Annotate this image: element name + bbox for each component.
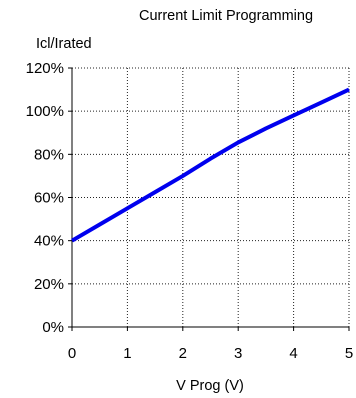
y-tick-label: 120% (26, 60, 64, 77)
y-tick-label: 60% (34, 190, 64, 207)
chart-title: Current Limit Programming (139, 8, 313, 24)
y-axis-title: Icl/Irated (36, 36, 92, 52)
x-axis-title: V Prog (V) (176, 378, 244, 394)
tick-labels: 0% 20% 40% 60% 80% 100% 120% 0 1 2 3 4 5 (26, 60, 354, 362)
y-tick-label: 40% (34, 233, 64, 250)
x-tick-label: 1 (123, 345, 131, 362)
y-tick-label: 100% (26, 103, 64, 120)
grid (72, 67, 350, 327)
x-tick-label: 4 (289, 345, 297, 362)
series-line (70, 87, 350, 243)
x-tick-label: 0 (68, 345, 76, 362)
series (70, 87, 350, 243)
x-tick-label: 2 (179, 345, 187, 362)
y-tick-label: 0% (42, 319, 64, 336)
axes (68, 67, 350, 331)
x-tick-label: 5 (345, 345, 353, 362)
y-tick-label: 20% (34, 276, 64, 293)
x-tick-label: 3 (234, 345, 242, 362)
y-tick-label: 80% (34, 146, 64, 163)
